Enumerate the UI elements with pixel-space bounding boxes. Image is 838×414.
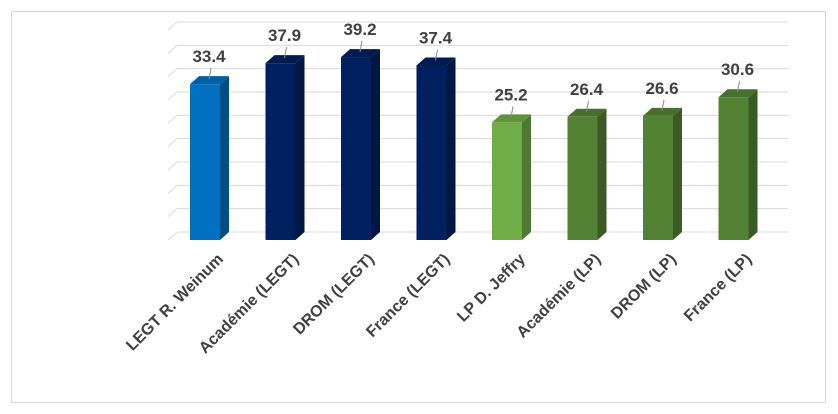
label-leader	[435, 49, 438, 61]
data-label: 33.4	[192, 47, 226, 66]
bar-2	[341, 49, 380, 240]
bar-front	[643, 115, 673, 240]
data-labels: 33.4 37.9 39.2 37.4 25.2 26.4 26.6 30.6	[192, 20, 754, 118]
bar-top	[492, 114, 531, 123]
gridline-side	[167, 161, 178, 171]
bar-front	[416, 65, 447, 240]
bar-side	[371, 49, 380, 240]
bar-side	[295, 55, 305, 241]
bar-front	[190, 84, 220, 240]
category-label: France (LP)	[681, 251, 755, 325]
data-label: 37.9	[268, 26, 301, 45]
bars	[190, 49, 758, 241]
gridline-side	[167, 68, 178, 78]
label-leader	[661, 99, 665, 111]
bar-top	[643, 107, 682, 116]
bar-front	[341, 57, 371, 240]
category-label: Académie (LP)	[514, 251, 605, 342]
bar-7	[718, 89, 758, 240]
data-label: 26.4	[570, 80, 604, 99]
gridline-side	[167, 44, 178, 54]
category-label: France (LEGT)	[363, 251, 453, 341]
bar-top	[718, 89, 758, 98]
gridline-side	[167, 91, 178, 101]
bar-side	[748, 89, 758, 240]
gridline-side	[167, 208, 178, 218]
bar-front	[265, 63, 296, 241]
bar-front	[567, 116, 598, 240]
bar-top	[416, 57, 456, 66]
data-label: 26.6	[645, 79, 678, 98]
label-leader	[359, 40, 363, 53]
bar-side	[597, 108, 607, 240]
label-leader	[737, 81, 740, 93]
bar-side	[673, 107, 682, 240]
bar-front	[718, 97, 749, 240]
bar-side	[220, 76, 229, 240]
label-leader	[284, 47, 287, 59]
data-label: 39.2	[343, 20, 376, 39]
bar-top	[265, 55, 305, 64]
bar-side	[446, 57, 456, 240]
bar-0	[190, 76, 229, 240]
data-label: 30.6	[721, 60, 754, 79]
category-label: DROM (LEGT)	[290, 251, 377, 338]
bar-front	[492, 122, 522, 240]
bar-side	[522, 114, 531, 240]
bar-4	[492, 114, 531, 240]
gridlines	[167, 21, 788, 241]
gridline-side	[167, 184, 178, 194]
gridline-side	[167, 231, 178, 241]
bar-top	[567, 108, 607, 117]
gridline-side	[167, 21, 178, 31]
data-label: 37.4	[419, 28, 453, 47]
category-label: LP D. Jeffry	[454, 251, 529, 326]
bar-top	[341, 49, 380, 58]
data-label: 25.2	[494, 85, 527, 104]
bar-6	[643, 107, 682, 240]
label-leader	[586, 100, 589, 112]
bar-5	[567, 108, 607, 240]
bar-chart: 33.4 37.9 39.2 37.4 25.2 26.4 26.6 30.6 LEGT R.…	[123, 20, 788, 357]
bar-1	[265, 55, 305, 241]
label-leader	[208, 68, 212, 80]
label-leader	[510, 106, 514, 118]
chart-frame: 33.4 37.9 39.2 37.4 25.2 26.4 26.6 30.6 LEGT R.…	[11, 11, 826, 403]
bar-3	[416, 57, 456, 240]
gridline-side	[167, 138, 178, 148]
category-label: DROM (LP)	[608, 251, 680, 323]
gridline-side	[167, 114, 178, 124]
bar-top	[190, 76, 229, 85]
